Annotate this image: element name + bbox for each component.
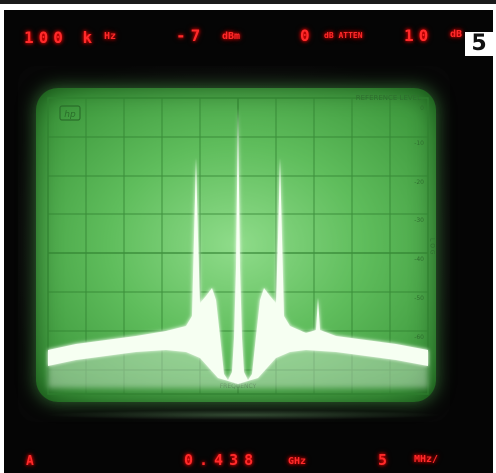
crt-screen: hp REFERENCE LEVEL 0 -10 -20 -30 -40 -50… xyxy=(36,88,436,402)
resolution-bandwidth-value: 100 k xyxy=(24,28,98,47)
reference-level-label: REFERENCE LEVEL xyxy=(356,94,421,102)
scale-label-4: -40 xyxy=(414,256,424,263)
figure-number-badge: 5 xyxy=(465,32,493,56)
scale-label-3: -30 xyxy=(414,217,424,224)
scale-unit: dB xyxy=(450,29,463,40)
scale-label-6: -60 xyxy=(414,334,424,341)
scale-label-5: -50 xyxy=(414,295,424,302)
hp-logo: hp xyxy=(59,105,81,121)
screen-reflection xyxy=(44,410,444,420)
mode-indicator: A xyxy=(26,454,39,469)
spectrum-display: hp REFERENCE LEVEL 0 -10 -20 -30 -40 -50… xyxy=(47,94,436,395)
resolution-bandwidth-unit: Hz xyxy=(104,31,117,42)
scale-label-0: 0 xyxy=(420,105,424,112)
scale-label-1: -10 xyxy=(414,140,424,147)
span-value: 5 xyxy=(378,451,393,469)
scale-label-2: -20 xyxy=(414,179,424,186)
svg-text:hp: hp xyxy=(64,110,76,120)
attenuation-unit: dB ATTEN xyxy=(324,31,363,40)
center-frequency-unit: GHz xyxy=(288,456,307,467)
span-unit: MHz/ xyxy=(414,454,439,465)
log-label: L O G xyxy=(429,238,436,255)
spectrum-trace xyxy=(48,104,428,388)
scale-value: 10 xyxy=(404,26,434,45)
reference-level-value: -7 xyxy=(176,26,206,45)
spectrum-analyzer-photo: 100 k Hz -7 dBm 0 dB ATTEN 10 dB 5 xyxy=(4,10,493,473)
reference-level-unit: dBm xyxy=(222,31,241,42)
attenuation-value: 0 xyxy=(300,26,315,45)
center-frequency-value: 0.438 xyxy=(184,451,260,469)
